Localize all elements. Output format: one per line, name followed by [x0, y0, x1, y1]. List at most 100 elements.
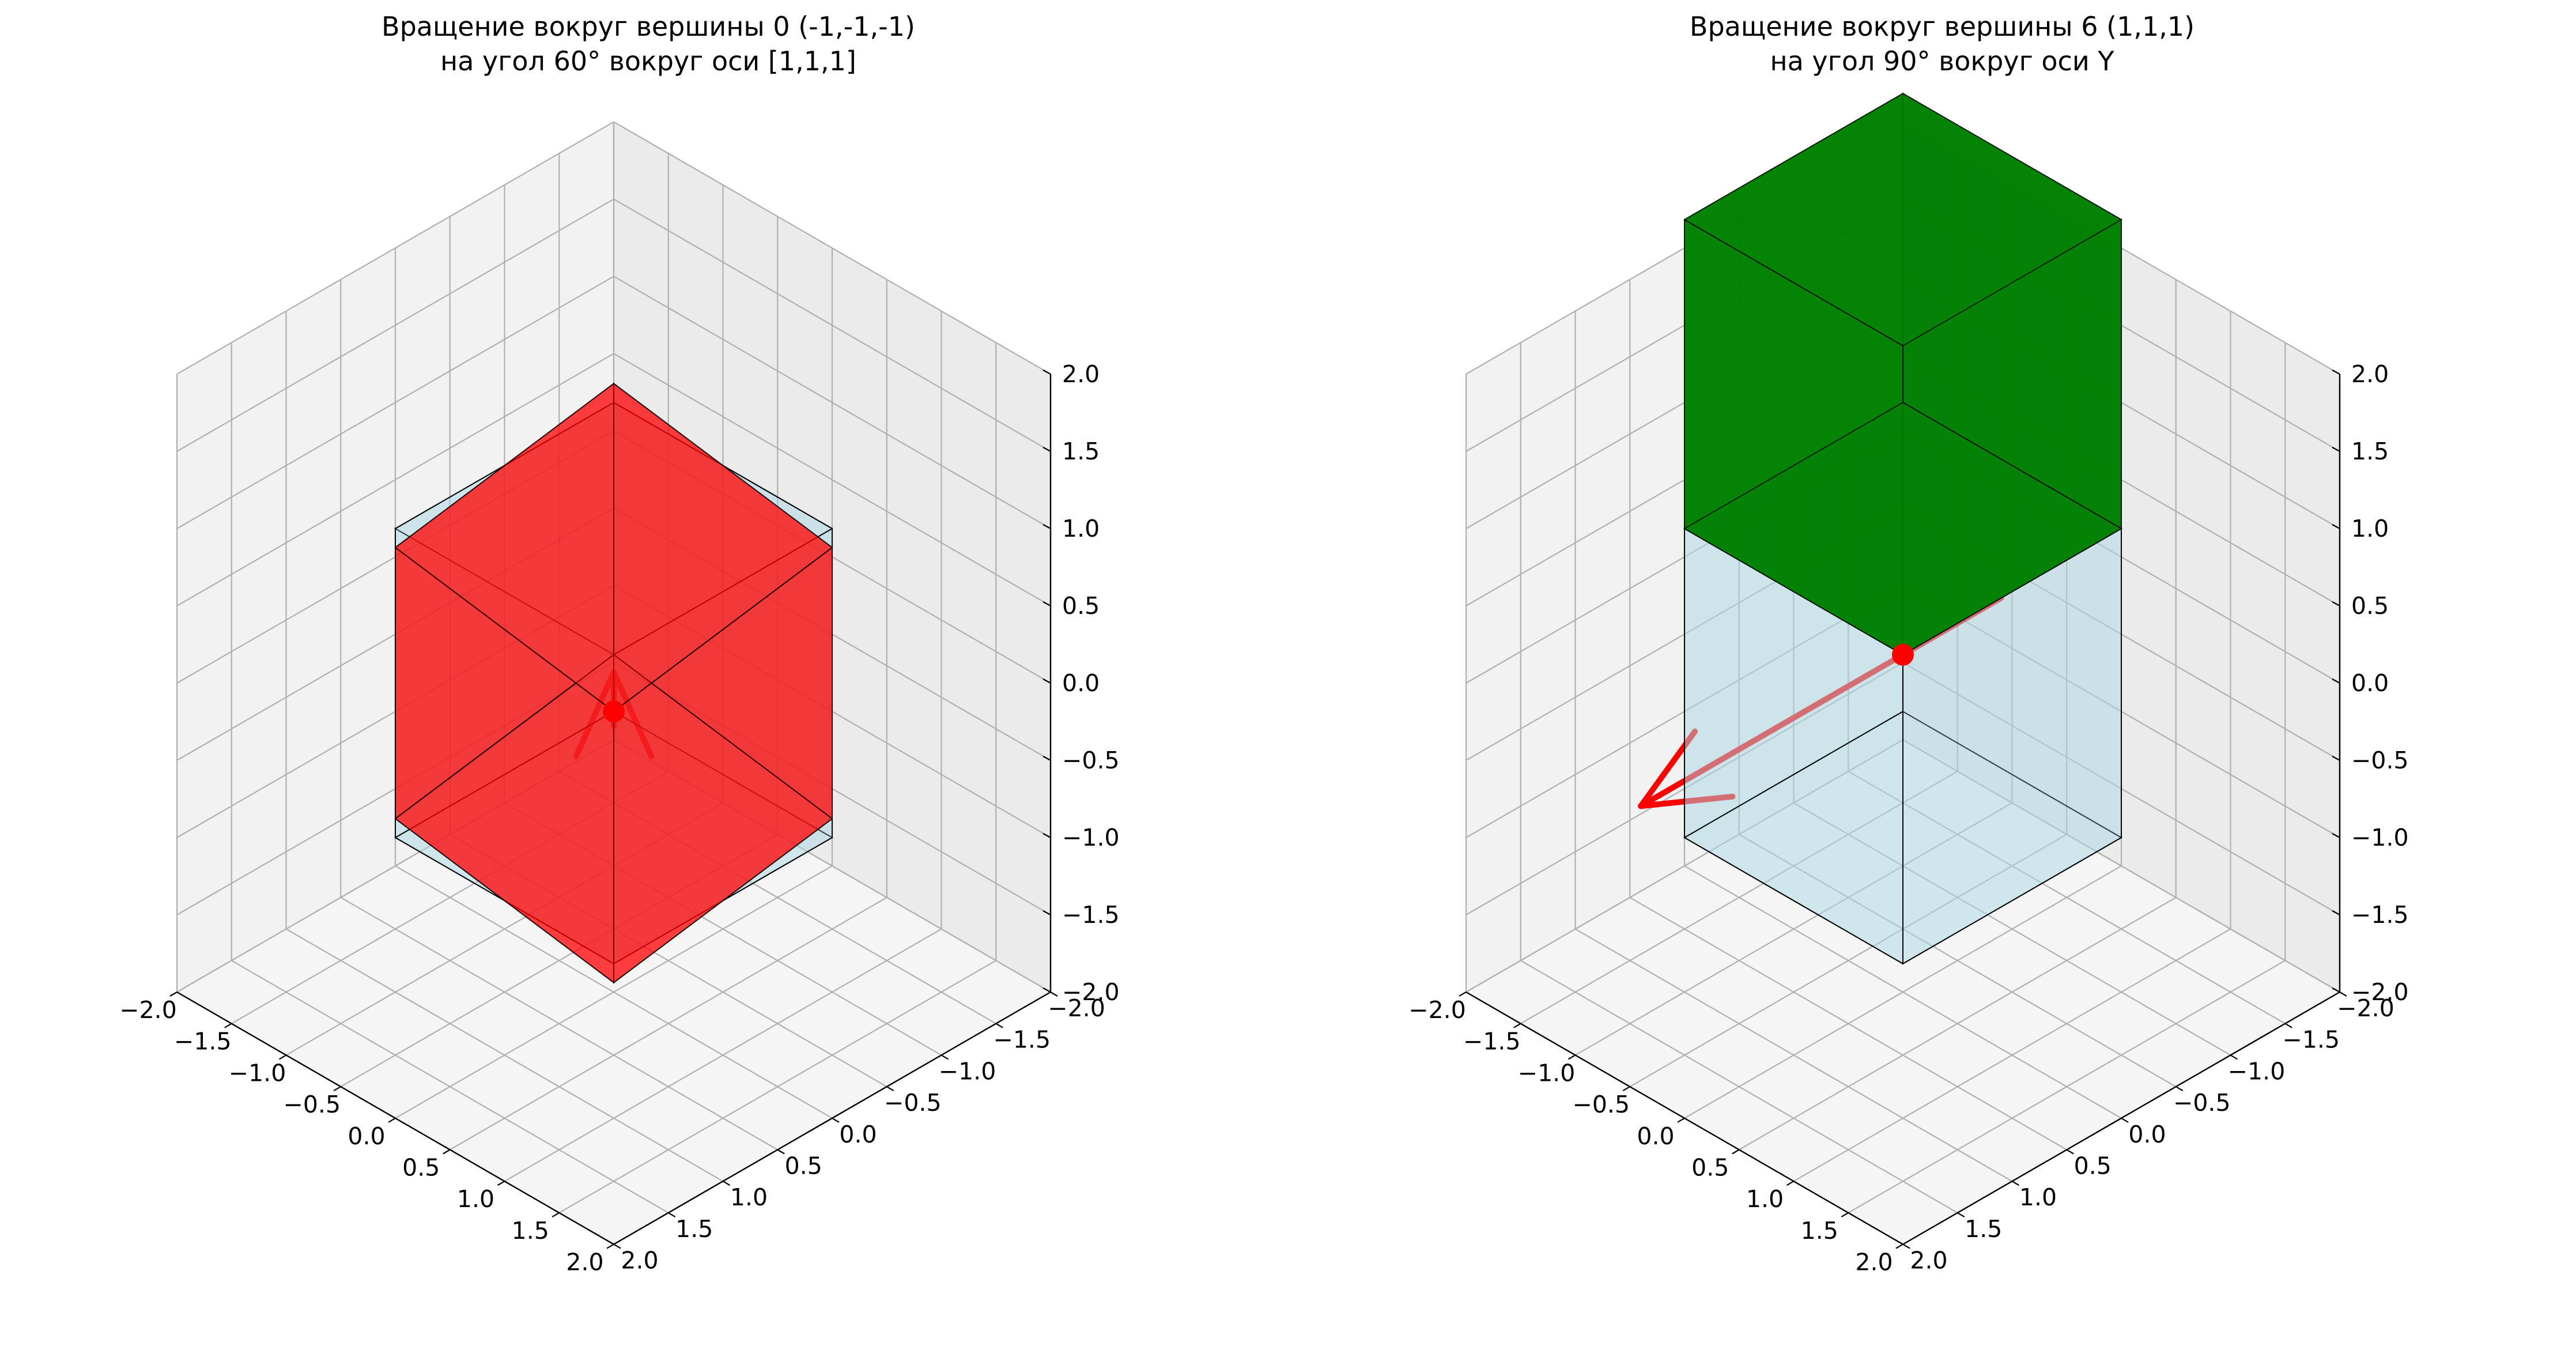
y-tick-label: 1.5: [675, 1215, 713, 1243]
gridline: [1684, 865, 2122, 1119]
pivot-marker: [603, 700, 625, 723]
cubes-right: [1683, 92, 2123, 965]
y-tick-mark: [940, 1054, 949, 1060]
y-tick-mark: [1902, 1243, 1910, 1249]
y-tick-label: 0.5: [2074, 1152, 2112, 1180]
x-tick-label: 2.0: [566, 1249, 603, 1276]
gridline: [613, 276, 1051, 529]
x-tick-label: 1.5: [512, 1217, 549, 1245]
z-tick-mark: [1043, 447, 1051, 452]
chart-title-line2: на угол 90° вокруг оси Y: [1770, 46, 2115, 77]
x-tick-mark: [1513, 1023, 1521, 1028]
axis-arrow-head: [1638, 793, 1736, 809]
y-tick-label: 0.0: [839, 1121, 877, 1148]
x-tick-label: −1.5: [1463, 1028, 1521, 1055]
x-tick-label: 1.5: [1801, 1217, 1838, 1245]
pivot-marker: [1892, 643, 1914, 666]
y-tick-mark: [613, 1243, 621, 1249]
z-tick-label: 0.0: [1062, 669, 1100, 697]
z-tick-label: −2.0: [2351, 978, 2409, 1006]
z-tick-mark: [2332, 678, 2340, 684]
z-tick-label: −0.5: [1062, 747, 1120, 774]
z-tick-mark: [2332, 447, 2340, 452]
y-tick-mark: [995, 1023, 1003, 1028]
rotated-cube-face: [394, 383, 833, 712]
gridline: [504, 928, 942, 1182]
x-tick-mark: [1732, 1149, 1740, 1155]
x-tick-mark: [606, 1243, 614, 1249]
z-tick-mark: [2332, 370, 2340, 375]
gridline: [450, 896, 887, 1151]
y-tick-label: 1.5: [1965, 1215, 2002, 1243]
y-tick-label: −1.5: [2282, 1026, 2340, 1054]
gridline: [1574, 928, 2013, 1182]
z-tick-label: 2.0: [2351, 360, 2389, 388]
x-tick-label: −1.0: [229, 1059, 286, 1087]
gridline: [613, 198, 1051, 452]
x-tick-mark: [443, 1149, 451, 1155]
z-tick-mark: [1043, 370, 1051, 375]
y-tick-mark: [722, 1181, 731, 1186]
y-tick-mark: [1050, 991, 1058, 997]
z-tick-mark: [2332, 833, 2340, 838]
x-tick-mark: [1677, 1117, 1685, 1123]
x-tick-mark: [169, 991, 177, 997]
front-data-left: [603, 700, 625, 723]
z-tick-mark: [1043, 524, 1051, 529]
z-tick-mark: [1043, 987, 1051, 993]
x-tick-label: 1.0: [1746, 1185, 1784, 1213]
y-tick-label: 1.0: [2019, 1183, 2057, 1211]
x-tick-mark: [1622, 1086, 1630, 1092]
z-tick-label: −0.5: [2351, 747, 2409, 774]
x-tick-mark: [1895, 1243, 1903, 1249]
z-tick-label: 2.0: [1062, 360, 1100, 388]
cubes-left: [394, 382, 834, 984]
axis-arrow-head: [1638, 728, 1698, 809]
gridline: [231, 960, 669, 1213]
y-tick-mark: [2121, 1117, 2129, 1123]
gridline: [613, 121, 1051, 375]
y-tick-label: −1.0: [2228, 1057, 2286, 1085]
y-tick-label: −1.0: [939, 1057, 996, 1085]
x-tick-mark: [333, 1086, 341, 1092]
z-tick-mark: [1043, 833, 1051, 838]
z-tick-label: 0.5: [1062, 592, 1100, 620]
y-tick-label: 0.0: [2128, 1121, 2166, 1148]
y-tick-label: −2.0: [1048, 994, 1105, 1022]
x-tick-label: 0.0: [348, 1122, 385, 1150]
rotated-cube-face: [1683, 93, 2123, 346]
x-tick-mark: [388, 1117, 396, 1123]
x-tick-label: −0.5: [1572, 1091, 1630, 1118]
y-tick-label: 2.0: [1910, 1247, 1947, 1275]
y-tick-mark: [832, 1117, 840, 1123]
x-tick-mark: [224, 1023, 232, 1028]
z-tick-mark: [2332, 524, 2340, 529]
tick-labels-right: −2.0 −2.0−2.0−1.5 −1.5−1.5−1.0 −1.0−1.0−0.5…: [1408, 360, 2408, 1276]
x-tick-mark: [497, 1181, 505, 1186]
axis-lines-right: [1459, 370, 2347, 1249]
chart-title-line2: на угол 60° вокруг оси [1,1,1]: [440, 46, 856, 77]
z-tick-mark: [2332, 601, 2340, 606]
z-tick-mark: [2332, 987, 2340, 993]
z-tick-mark: [1043, 910, 1051, 915]
gridline: [340, 896, 778, 1151]
y-tick-mark: [886, 1086, 894, 1092]
y-tick-mark: [2175, 1086, 2184, 1092]
gridline: [176, 121, 614, 375]
x-tick-mark: [552, 1212, 560, 1217]
y-tick-label: −1.5: [993, 1026, 1051, 1054]
z-tick-mark: [1043, 678, 1051, 684]
y-tick-label: −0.5: [2173, 1089, 2231, 1117]
z-tick-mark: [2332, 756, 2340, 761]
x-tick-label: 1.0: [457, 1185, 494, 1213]
gridline: [558, 960, 996, 1213]
x-tick-label: −1.0: [1518, 1059, 1576, 1087]
x-tick-label: 2.0: [1855, 1249, 1893, 1276]
y-tick-mark: [777, 1149, 785, 1155]
x-tick-label: −1.5: [174, 1028, 232, 1055]
y-tick-label: 1.0: [730, 1183, 768, 1211]
front-data-right: [1892, 643, 1914, 666]
gridline: [613, 353, 1051, 606]
right-3d-plot: −2.0 −2.0−2.0−1.5 −1.5−1.5−1.0 −1.0−1.0−0.5…: [1408, 11, 2408, 1276]
x-tick-mark: [1567, 1054, 1576, 1060]
